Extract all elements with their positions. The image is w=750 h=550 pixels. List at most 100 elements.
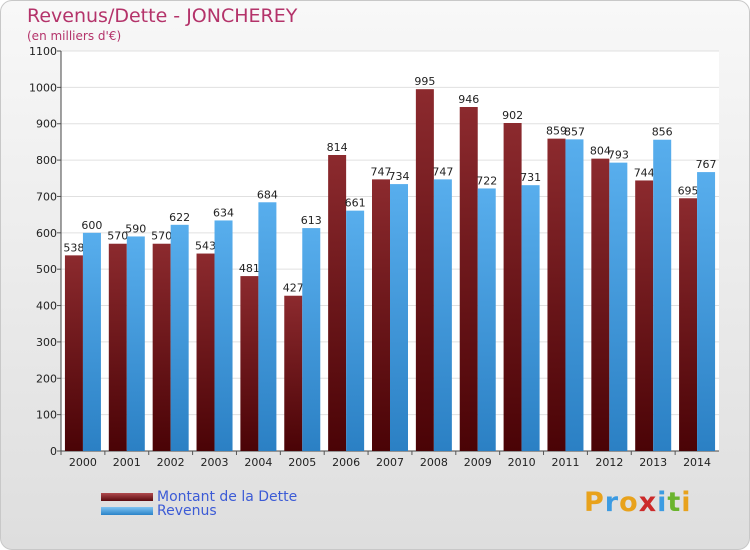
- bar-revenus: [433, 179, 452, 451]
- data-label-dette: 570: [107, 230, 128, 243]
- chart-title: Revenus/Dette - JONCHEREY: [27, 5, 298, 27]
- legend-swatch-dette: [101, 493, 153, 501]
- legend-label-dette: Montant de la Dette: [157, 489, 298, 505]
- data-label-revenus: 590: [125, 222, 146, 235]
- data-label-dette: 538: [63, 241, 84, 254]
- bar-dette: [196, 253, 215, 451]
- bar-dette: [240, 276, 259, 451]
- logo-letter: r: [604, 487, 620, 518]
- data-label-dette: 570: [151, 230, 172, 243]
- data-label-dette: 695: [678, 184, 699, 197]
- x-tick-label: 2011: [551, 456, 579, 469]
- y-tick-label: 400: [36, 300, 57, 313]
- bar-revenus: [170, 224, 189, 451]
- legend-item-dette: Montant de la Dette: [101, 489, 297, 505]
- bar-revenus: [258, 202, 277, 451]
- y-tick-label: 100: [36, 409, 57, 422]
- x-tick-label: 2014: [683, 456, 711, 469]
- data-label-revenus: 857: [564, 125, 585, 138]
- y-tick-label: 900: [36, 118, 57, 131]
- x-tick-label: 2000: [69, 456, 97, 469]
- bar-revenus: [214, 220, 233, 451]
- bar-revenus: [302, 228, 321, 451]
- bar-revenus: [697, 172, 716, 451]
- y-tick-label: 0: [50, 445, 57, 458]
- logo-letter: i: [657, 487, 668, 518]
- data-label-revenus: 622: [169, 211, 190, 224]
- data-label-dette: 427: [283, 282, 304, 295]
- x-tick-label: 2012: [595, 456, 623, 469]
- data-label-revenus: 767: [696, 158, 717, 171]
- logo-letter: x: [638, 487, 658, 518]
- bar-dette: [152, 243, 171, 451]
- data-label-dette: 481: [239, 262, 260, 275]
- data-label-revenus: 856: [652, 126, 673, 139]
- data-label-dette: 902: [502, 109, 523, 122]
- data-label-dette: 859: [546, 125, 567, 138]
- data-label-dette: 814: [327, 141, 348, 154]
- data-label-revenus: 793: [608, 149, 629, 162]
- data-label-revenus: 684: [257, 188, 278, 201]
- bar-dette: [547, 138, 566, 452]
- chart-subtitle: (en milliers d'€): [27, 29, 122, 43]
- data-label-dette: 804: [590, 145, 611, 158]
- data-label-revenus: 747: [432, 165, 453, 178]
- y-tick-label: 1000: [29, 81, 57, 94]
- legend-item-revenus: Revenus: [101, 503, 217, 519]
- bar-dette: [503, 123, 522, 451]
- x-tick-label: 2007: [376, 456, 404, 469]
- bar-dette: [459, 107, 478, 451]
- bar-dette: [64, 255, 83, 451]
- data-label-revenus: 600: [81, 219, 102, 232]
- data-label-revenus: 734: [389, 170, 410, 183]
- y-tick-label: 200: [36, 372, 57, 385]
- bar-dette: [679, 198, 698, 451]
- x-tick-label: 2009: [464, 456, 492, 469]
- data-label-dette: 543: [195, 240, 216, 253]
- bar-revenus: [609, 162, 628, 452]
- y-tick-label: 600: [36, 227, 57, 240]
- logo-letter: t: [667, 487, 682, 518]
- x-tick-label: 2004: [244, 456, 272, 469]
- data-label-dette: 744: [634, 166, 655, 179]
- bar-dette: [328, 155, 347, 451]
- bar-revenus: [521, 185, 540, 451]
- data-label-revenus: 661: [345, 197, 366, 210]
- data-label-revenus: 613: [301, 214, 322, 227]
- legend-swatch-revenus: [101, 507, 153, 515]
- x-tick-label: 2005: [288, 456, 316, 469]
- bar-dette: [284, 295, 303, 451]
- x-tick-label: 2003: [201, 456, 229, 469]
- x-tick-label: 2002: [157, 456, 185, 469]
- bar-dette: [108, 243, 127, 451]
- bar-revenus: [126, 236, 145, 451]
- x-tick-label: 2013: [639, 456, 667, 469]
- legend-label-revenus: Revenus: [157, 503, 217, 519]
- bar-revenus: [82, 232, 101, 451]
- logo-letter: o: [619, 487, 639, 518]
- bar-revenus: [565, 139, 584, 451]
- bar-revenus: [346, 210, 365, 451]
- bar-revenus: [390, 184, 408, 451]
- logo-letter: P: [584, 487, 605, 518]
- bar-revenus: [477, 188, 496, 452]
- y-tick-label: 300: [36, 336, 57, 349]
- y-tick-label: 800: [36, 154, 57, 167]
- bar-dette: [372, 179, 390, 451]
- bar-dette: [635, 180, 654, 452]
- data-label-revenus: 722: [476, 174, 497, 187]
- bar-dette: [415, 89, 434, 451]
- data-label-revenus: 634: [213, 206, 234, 219]
- proxiti-logo: Proxiti: [584, 487, 692, 518]
- data-label-dette: 995: [414, 75, 435, 88]
- y-tick-label: 700: [36, 190, 57, 203]
- logo-letter: i: [681, 487, 692, 518]
- data-label-revenus: 731: [520, 171, 541, 184]
- bar-dette: [591, 158, 610, 452]
- bar-revenus: [653, 139, 672, 451]
- x-tick-label: 2006: [332, 456, 360, 469]
- x-tick-label: 2010: [508, 456, 536, 469]
- x-tick-label: 2001: [113, 456, 141, 469]
